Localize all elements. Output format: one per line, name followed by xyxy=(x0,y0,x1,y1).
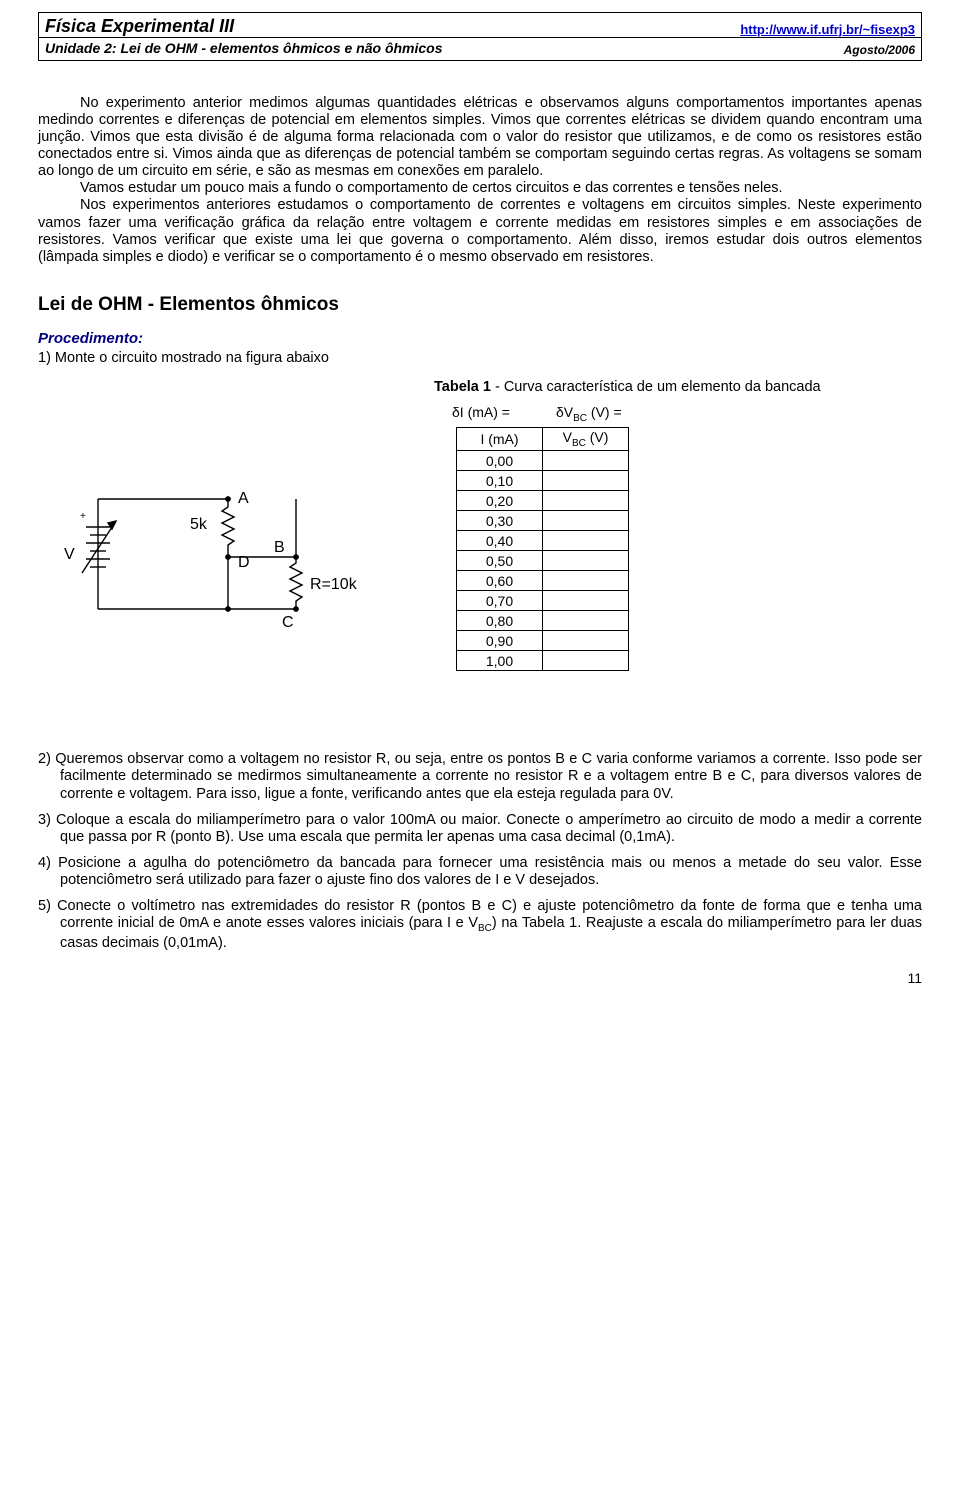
intro-text: No experimento anterior medimos algumas … xyxy=(38,95,922,266)
cell-v xyxy=(543,631,629,651)
circuit-diagram: V + 5k A D B R=10k C xyxy=(38,379,398,649)
cell-i: 0,40 xyxy=(457,531,543,551)
header-date: Agosto/2006 xyxy=(844,43,915,57)
label-r10k: R=10k xyxy=(310,576,358,593)
cell-i: 0,80 xyxy=(457,611,543,631)
unit-title: Unidade 2: Lei de OHM - elementos ôhmico… xyxy=(45,40,443,57)
label-a: A xyxy=(238,490,249,507)
table-caption-bold: Tabela 1 xyxy=(434,379,491,395)
table-row: 0,70 xyxy=(457,591,629,611)
label-c: C xyxy=(282,614,294,631)
procedure-label: Procedimento: xyxy=(38,330,922,348)
label-d: D xyxy=(238,554,250,571)
page-number: 11 xyxy=(38,970,922,987)
table-body: 0,000,100,200,300,400,500,600,700,800,90… xyxy=(457,451,629,671)
course-url-link[interactable]: http://www.if.ufrj.br/~fisexp3 xyxy=(740,22,915,37)
step-1: 1) Monte o circuito mostrado na figura a… xyxy=(38,350,922,367)
uncert-i: δI (mA) = xyxy=(452,404,510,425)
table-row: 0,50 xyxy=(457,551,629,571)
table-caption: Tabela 1 - Curva característica de um el… xyxy=(434,379,922,396)
intro-paragraph: No experimento anterior medimos algumas … xyxy=(38,95,922,181)
course-title: Física Experimental III xyxy=(45,16,234,37)
intro-paragraph: Nos experimentos anteriores estudamos o … xyxy=(38,197,922,265)
cell-v xyxy=(543,571,629,591)
step-2: 2) Queremos observar como a voltagem no … xyxy=(38,751,922,802)
cell-v xyxy=(543,491,629,511)
cell-v xyxy=(543,451,629,471)
cell-i: 0,60 xyxy=(457,571,543,591)
table-row: 0,00 xyxy=(457,451,629,471)
cell-v xyxy=(543,651,629,671)
cell-v xyxy=(543,531,629,551)
cell-v xyxy=(543,471,629,491)
label-plus: + xyxy=(80,511,86,522)
step-3: 3) Coloque a escala do miliamperímetro p… xyxy=(38,812,922,846)
section-title: Lei de OHM - Elementos ôhmicos xyxy=(38,294,922,316)
cell-i: 1,00 xyxy=(457,651,543,671)
table-block: Tabela 1 - Curva característica de um el… xyxy=(434,379,922,671)
table-caption-rest: - Curva característica de um elemento da… xyxy=(491,379,821,395)
cell-v xyxy=(543,511,629,531)
table-row: 0,40 xyxy=(457,531,629,551)
cell-i: 0,20 xyxy=(457,491,543,511)
table-row: 1,00 xyxy=(457,651,629,671)
cell-i: 0,70 xyxy=(457,591,543,611)
cell-i: 0,90 xyxy=(457,631,543,651)
cell-v xyxy=(543,611,629,631)
label-b: B xyxy=(274,539,285,556)
data-table: I (mA) VBC (V) 0,000,100,200,300,400,500… xyxy=(456,427,629,672)
table-row: 0,20 xyxy=(457,491,629,511)
table-row: 0,60 xyxy=(457,571,629,591)
cell-i: 0,10 xyxy=(457,471,543,491)
table-row: 0,10 xyxy=(457,471,629,491)
uncertainty-row: δI (mA) = δVBC (V) = xyxy=(434,404,922,425)
cell-i: 0,00 xyxy=(457,451,543,471)
step-5: 5) Conecte o voltímetro nas extremidades… xyxy=(38,898,922,952)
label-v: V xyxy=(64,546,75,563)
label-5k: 5k xyxy=(190,516,208,533)
circuit-svg: V + 5k A D B R=10k C xyxy=(38,449,378,649)
uncert-v: δVBC (V) = xyxy=(556,404,622,425)
cell-v xyxy=(543,551,629,571)
step-4: 4) Posicione a agulha do potenciômetro d… xyxy=(38,855,922,889)
table-row: 0,80 xyxy=(457,611,629,631)
table-header-row: I (mA) VBC (V) xyxy=(457,427,629,451)
cell-i: 0,50 xyxy=(457,551,543,571)
cell-i: 0,30 xyxy=(457,511,543,531)
page-header: Física Experimental III http://www.if.uf… xyxy=(38,12,922,61)
col-v-header: VBC (V) xyxy=(543,427,629,451)
col-i-header: I (mA) xyxy=(457,427,543,451)
cell-v xyxy=(543,591,629,611)
table-row: 0,90 xyxy=(457,631,629,651)
table-row: 0,30 xyxy=(457,511,629,531)
intro-paragraph: Vamos estudar um pouco mais a fundo o co… xyxy=(38,180,922,197)
